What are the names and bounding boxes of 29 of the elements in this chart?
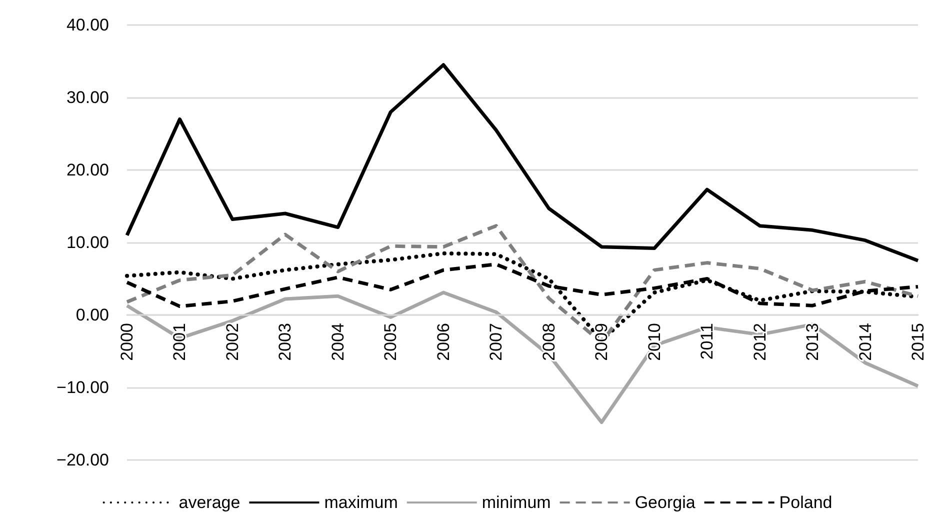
x-tick-label: 2011 [698, 323, 717, 360]
legend-label: Georgia [634, 493, 696, 512]
x-tick-label: 2008 [539, 323, 558, 361]
y-tick-label: −20.00 [56, 450, 109, 470]
legend-label: average [178, 493, 240, 512]
y-tick-label: 20.00 [66, 160, 109, 180]
legend-label: minimum [482, 493, 551, 512]
y-tick-label: −10.00 [56, 378, 109, 397]
x-tick-label: 2002 [222, 323, 242, 361]
x-tick-label: 2014 [856, 323, 875, 361]
y-tick-label: 0.00 [76, 306, 109, 324]
x-tick-label: 2010 [644, 323, 664, 361]
x-tick-label: 2005 [381, 323, 400, 361]
y-tick-label: 30.00 [66, 88, 109, 107]
x-tick-label: 2007 [486, 323, 506, 361]
x-tick-label: 2000 [118, 323, 136, 361]
x-tick-label: 2012 [750, 323, 770, 361]
x-tick-label: 2004 [328, 323, 348, 361]
legend-label: maximum [324, 493, 398, 512]
legend-label: Poland [779, 493, 832, 512]
y-tick-label: 40.00 [66, 16, 109, 34]
x-tick-label: 2009 [592, 323, 612, 361]
line-series [125, 63, 920, 262]
x-tick-label: 2001 [170, 323, 190, 361]
y-tick-label: 10.00 [66, 233, 109, 252]
x-tick-label: 2013 [803, 323, 822, 361]
x-tick-label: 2003 [276, 323, 295, 361]
x-tick-label: 2015 [908, 323, 928, 361]
x-tick-label: 2006 [434, 323, 453, 361]
